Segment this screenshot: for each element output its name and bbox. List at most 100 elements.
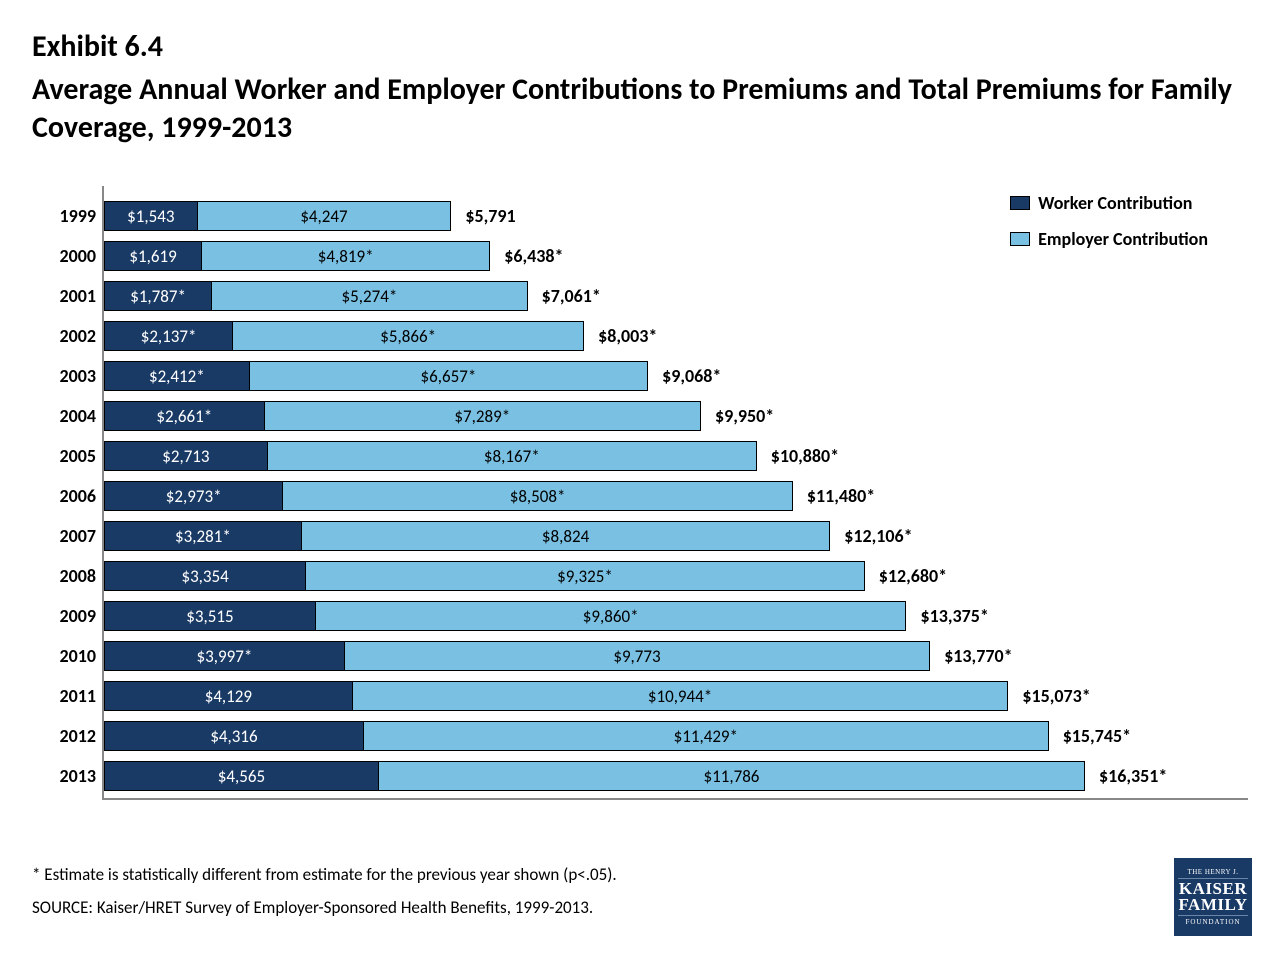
bar-row: 2009$3,515$9,860*$13,375* [104, 596, 1248, 636]
footnote-significance: * Estimate is statistically different fr… [32, 864, 617, 885]
bar-worker-value: $4,565 [218, 766, 265, 787]
footnotes-block: * Estimate is statistically different fr… [32, 864, 617, 930]
bar-employer: $5,274* [211, 281, 527, 311]
year-label: 2004 [42, 405, 96, 427]
year-label: 2003 [42, 365, 96, 387]
bar-worker: $4,129 [104, 681, 352, 711]
bar-employer: $4,247 [197, 201, 452, 231]
total-label: $11,480* [807, 485, 875, 507]
bar-worker-value: $3,997* [197, 646, 253, 667]
bar-employer: $8,167* [267, 441, 757, 471]
bar-employer-value: $10,944* [648, 686, 712, 707]
bar-worker-value: $4,316 [210, 726, 257, 747]
year-label: 2000 [42, 245, 96, 267]
bar-row: 1999$1,543$4,247$5,791 [104, 196, 1248, 236]
bar-row: 2007$3,281*$8,824$12,106* [104, 516, 1248, 556]
bar-worker: $2,973* [104, 481, 282, 511]
bar-worker-value: $3,281* [175, 526, 231, 547]
logo-line-4: FOUNDATION [1178, 915, 1248, 926]
total-label: $6,438* [504, 245, 563, 267]
bar-employer-value: $9,773 [613, 646, 660, 667]
total-label: $9,950* [715, 405, 774, 427]
year-label: 2007 [42, 525, 96, 547]
bar-employer-value: $8,508* [510, 486, 566, 507]
total-label: $12,106* [844, 525, 912, 547]
year-label: 2006 [42, 485, 96, 507]
total-label: $15,073* [1022, 685, 1090, 707]
bar-worker-value: $2,661* [156, 406, 212, 427]
bar-worker-value: $4,129 [205, 686, 252, 707]
bar-row: 2010$3,997*$9,773$13,770* [104, 636, 1248, 676]
exhibit-title: Average Annual Worker and Employer Contr… [32, 71, 1248, 146]
bar-employer-value: $5,866* [380, 326, 436, 347]
bar-worker: $3,997* [104, 641, 344, 671]
bar-row: 2013$4,565$11,786$16,351* [104, 756, 1248, 796]
bar-row: 2006$2,973*$8,508*$11,480* [104, 476, 1248, 516]
bar-employer: $11,786 [378, 761, 1085, 791]
bar-worker-value: $3,354 [181, 566, 228, 587]
total-label: $8,003* [598, 325, 657, 347]
bar-employer: $8,824 [301, 521, 830, 551]
bar-row: 2002$2,137*$5,866*$8,003* [104, 316, 1248, 356]
bar-employer-value: $4,247 [300, 206, 347, 227]
bar-employer-value: $5,274* [342, 286, 398, 307]
total-label: $9,068* [662, 365, 721, 387]
total-label: $16,351* [1099, 765, 1167, 787]
bar-worker: $3,354 [104, 561, 305, 591]
logo-line-3: FAMILY [1178, 897, 1247, 913]
bar-row: 2004$2,661*$7,289*$9,950* [104, 396, 1248, 436]
chart-container: Worker Contribution Employer Contributio… [102, 186, 1248, 800]
bar-employer: $9,325* [305, 561, 865, 591]
bar-employer: $6,657* [249, 361, 648, 391]
bar-worker-value: $2,412* [149, 366, 205, 387]
bar-worker: $3,515 [104, 601, 315, 631]
bar-employer-value: $6,657* [421, 366, 477, 387]
bar-row: 2000$1,619$4,819*$6,438* [104, 236, 1248, 276]
bar-worker: $2,137* [104, 321, 232, 351]
bar-row: 2003$2,412*$6,657*$9,068* [104, 356, 1248, 396]
bar-employer: $7,289* [264, 401, 701, 431]
bar-employer-value: $11,786 [703, 766, 759, 787]
bar-worker-value: $2,973* [166, 486, 222, 507]
bar-employer: $10,944* [352, 681, 1009, 711]
bar-worker: $2,412* [104, 361, 249, 391]
bar-employer: $9,773 [344, 641, 930, 671]
year-label: 2011 [42, 685, 96, 707]
bar-employer: $9,860* [315, 601, 907, 631]
bar-worker: $1,619 [104, 241, 201, 271]
bar-employer: $5,866* [232, 321, 584, 351]
exhibit-number: Exhibit 6.4 [32, 28, 1248, 65]
year-label: 2010 [42, 645, 96, 667]
total-label: $10,880* [771, 445, 839, 467]
footnote-source: SOURCE: Kaiser/HRET Survey of Employer-S… [32, 897, 617, 918]
bar-employer: $4,819* [201, 241, 490, 271]
bar-employer: $8,508* [282, 481, 792, 511]
bar-row: 2008$3,354$9,325*$12,680* [104, 556, 1248, 596]
year-label: 2001 [42, 285, 96, 307]
bar-employer-value: $11,429* [674, 726, 738, 747]
bar-employer-value: $4,819* [318, 246, 374, 267]
bar-employer-value: $8,167* [484, 446, 540, 467]
bar-worker: $1,543 [104, 201, 197, 231]
bar-row: 2012$4,316$11,429*$15,745* [104, 716, 1248, 756]
year-label: 2009 [42, 605, 96, 627]
total-label: $12,680* [879, 565, 947, 587]
year-label: 2005 [42, 445, 96, 467]
logo-line-1: THE HENRY J. [1178, 868, 1248, 879]
year-label: 1999 [42, 205, 96, 227]
total-label: $7,061* [542, 285, 601, 307]
bar-row: 2005$2,713$8,167*$10,880* [104, 436, 1248, 476]
bar-chart: 1999$1,543$4,247$5,7912000$1,619$4,819*$… [102, 186, 1248, 800]
bar-worker-value: $1,787* [130, 286, 186, 307]
bar-worker-value: $2,713 [162, 446, 209, 467]
title-block: Exhibit 6.4 Average Annual Worker and Em… [32, 28, 1248, 146]
total-label: $13,375* [920, 605, 988, 627]
bar-worker: $4,316 [104, 721, 363, 751]
bar-worker: $1,787* [104, 281, 211, 311]
total-label: $15,745* [1063, 725, 1131, 747]
bar-row: 2011$4,129$10,944*$15,073* [104, 676, 1248, 716]
bar-worker: $2,661* [104, 401, 264, 431]
bar-employer-value: $8,824 [542, 526, 589, 547]
bar-row: 2001$1,787*$5,274*$7,061* [104, 276, 1248, 316]
bar-worker-value: $1,619 [129, 246, 176, 267]
